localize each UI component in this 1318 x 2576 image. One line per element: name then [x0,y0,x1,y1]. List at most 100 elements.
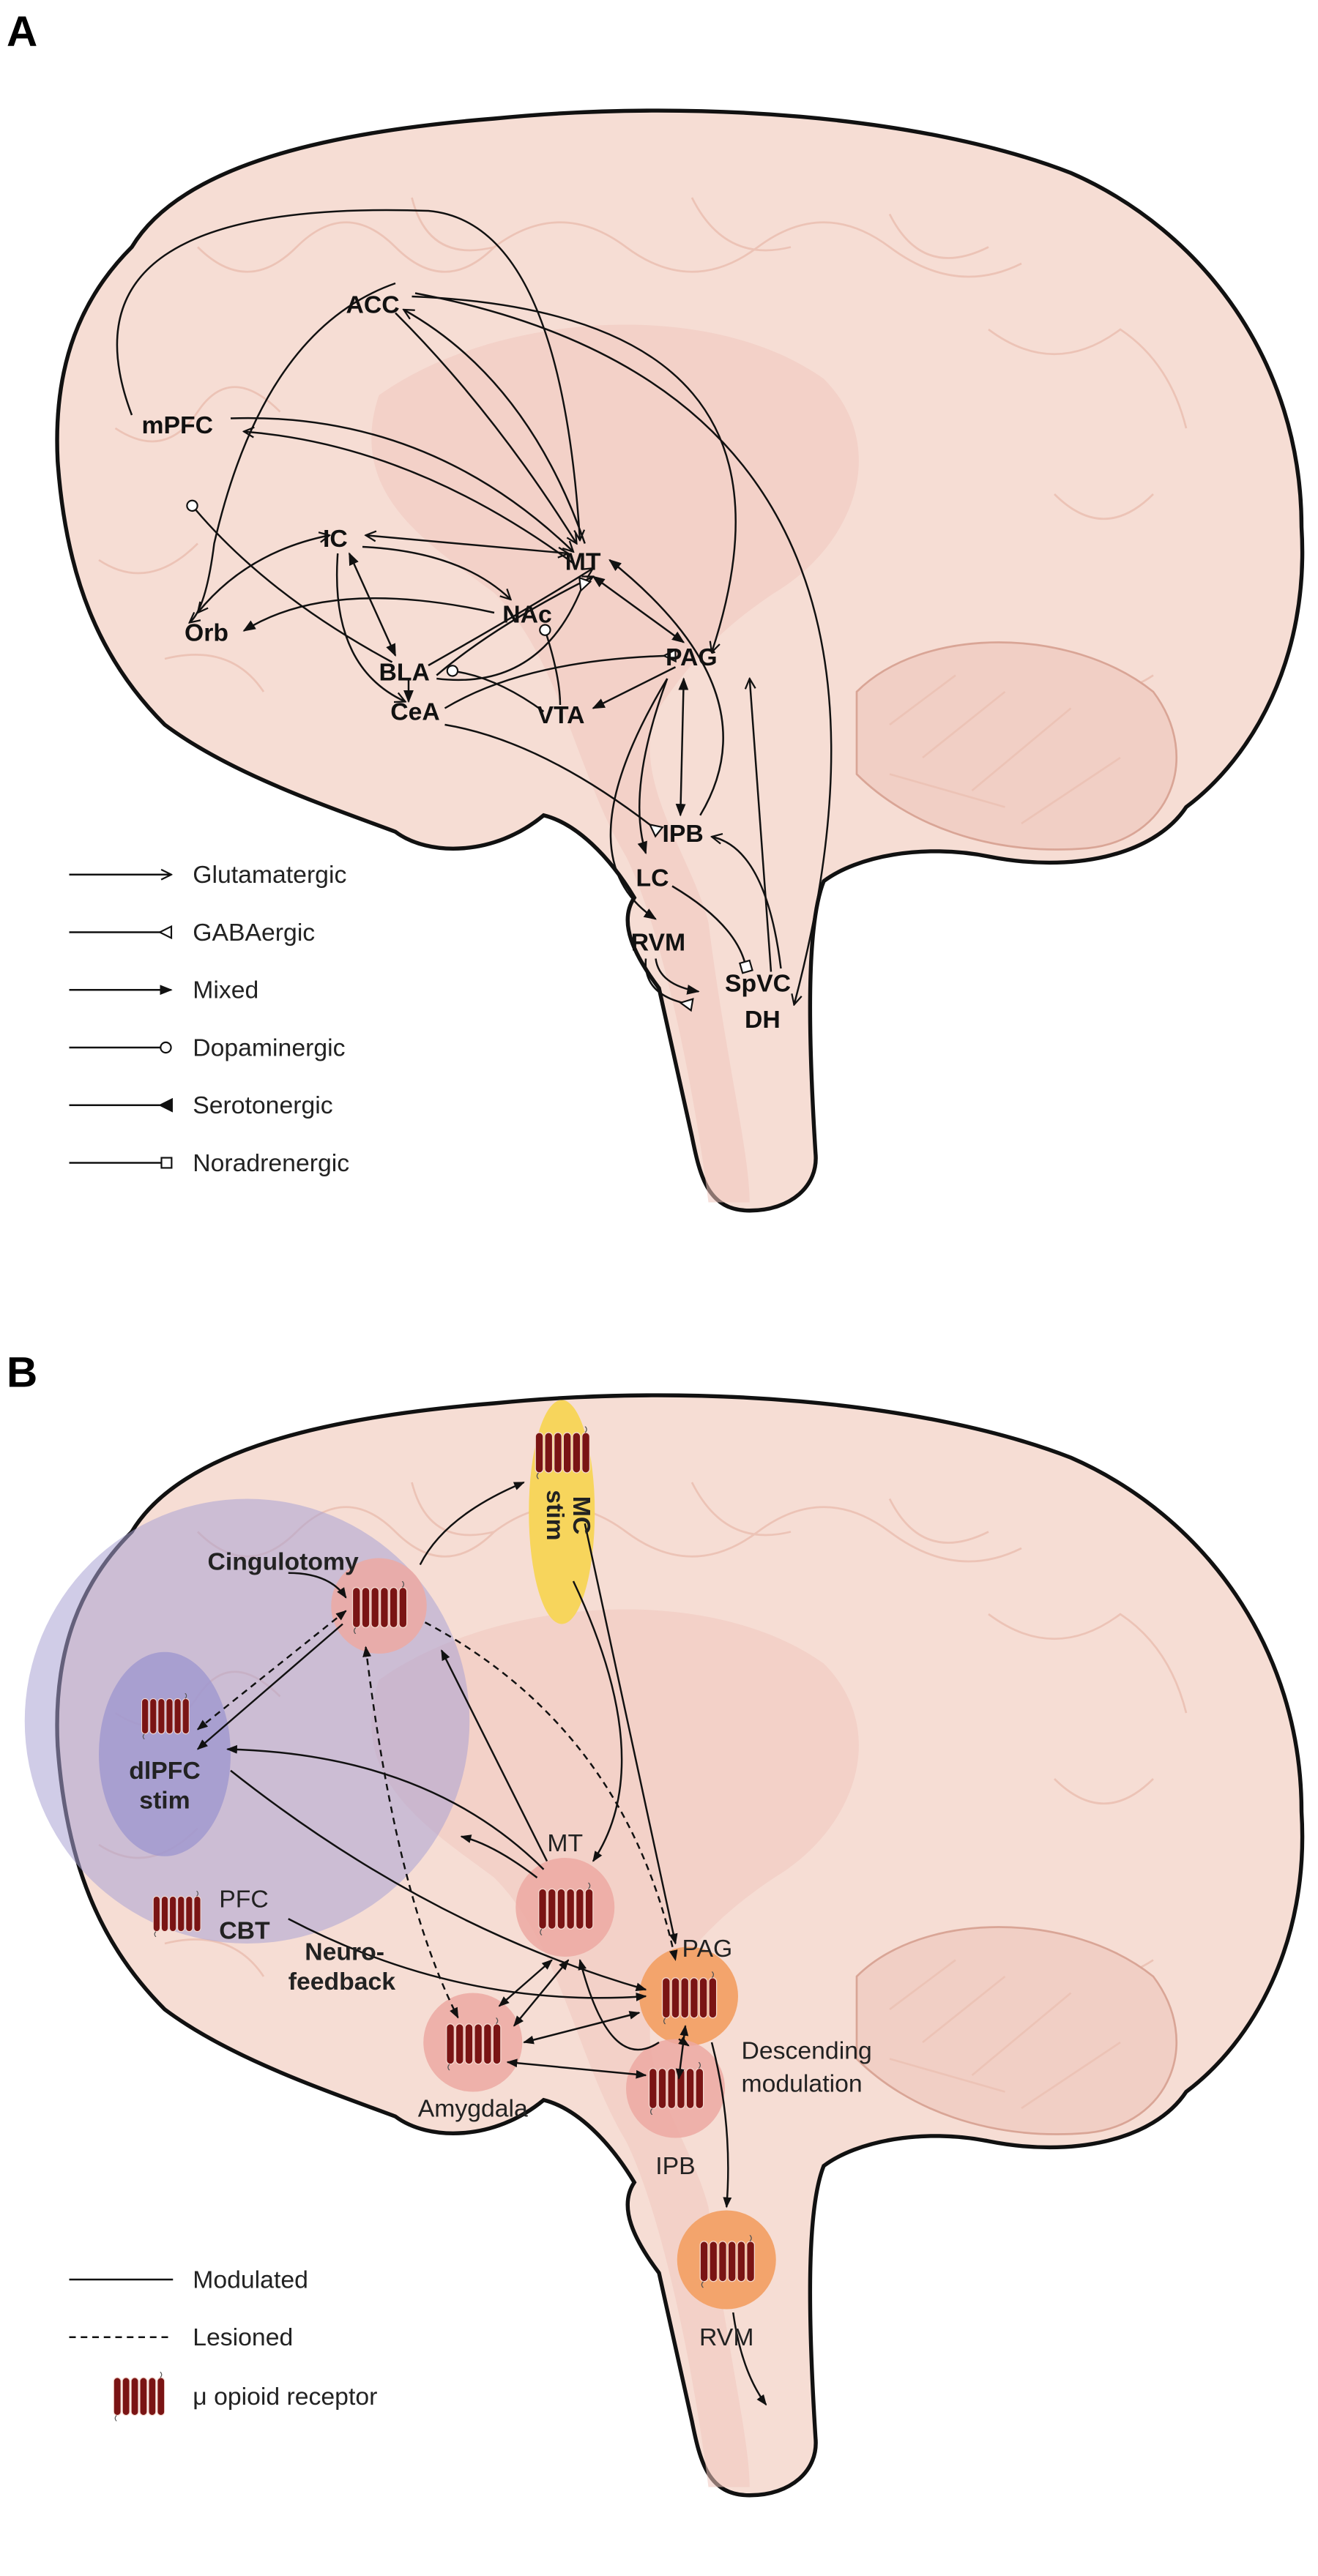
node-labels: ACC mPFC IC MT Orb NAc BLA PAG CeA VTA I… [142,291,792,1034]
node-orb: Orb [185,619,228,646]
node-mt: MT [565,548,601,576]
legend-noradrenergic: Noradrenergic [193,1149,349,1177]
panel-a: A [7,8,1303,1211]
pag-label: PAG [682,1935,733,1963]
node-cea: CeA [390,698,440,725]
acc-to-mc-arrow [419,1481,525,1566]
node-spvc: SpVC [725,970,791,998]
node-vta: VTA [537,701,585,729]
legend-a: Glutamatergic GABAergic Mixed Dopaminerg… [69,861,349,1177]
dlpfc-stim-region [99,1651,231,1856]
connections-b [196,1481,767,2406]
node-ipb: IPB [663,820,704,848]
legend-gabaergic: GABAergic [193,919,315,947]
pag-to-rvm [609,678,669,920]
node-bla: BLA [379,658,430,686]
bla-vta-dopamine [446,665,545,712]
mt-pag [592,575,685,643]
bla-to-nac [428,568,593,667]
mt-label: MT [547,1829,583,1857]
cbt-label: CBT [219,1916,270,1944]
ipb-label: IPB [655,2152,695,2180]
legend-modulated: Modulated [193,2266,308,2293]
mc-to-mt [572,1580,623,1862]
rvm-to-spvc [655,958,700,995]
legend-mu-opioid-receptor-icon [113,2372,165,2422]
acc-to-pag [412,295,737,652]
node-dh: DH [745,1006,781,1034]
cea-ipb-gaba [444,723,660,832]
mt-to-dlpfc [226,1744,545,1870]
acc-dlpfc-lesioned [196,1610,347,1731]
neurofeedback-label-2: feedback [288,1968,396,1996]
descending-label-2: modulation [742,2070,863,2098]
rvm-label: RVM [699,2323,753,2351]
node-mpfc: mPFC [142,411,214,439]
panel-b: B [7,1349,1303,2495]
acc-to-pag-lesioned [424,1621,678,1961]
legend-serotonergic: Serotonergic [193,1091,332,1119]
acc-to-spvc [414,292,833,1005]
pfc-label: PFC [219,1886,269,1914]
connections [116,209,833,1005]
acc-to-mt [395,312,577,544]
ic-to-cea [335,553,405,702]
mpfc-to-mt [230,417,573,552]
orb-ic [198,535,330,613]
dlpfc-label-1: dlPFC [129,1757,201,1785]
bla-to-mt [436,577,593,676]
mt-to-acc [403,310,586,544]
cbt-to-pag [288,1918,647,2001]
legend-glutamatergic: Glutamatergic [193,861,346,889]
node-nac: NAc [502,601,552,629]
amygdala-ipb [506,2058,647,2079]
mc-to-pag [584,1523,678,1945]
node-acc: ACC [346,291,400,319]
legend-dopaminergic: Dopaminergic [193,1034,345,1061]
mt-to-acc [440,1649,548,1862]
cea-pag-gaba [444,656,676,709]
node-lc: LC [636,865,669,892]
mt-to-pfc [460,1834,538,1878]
rvm-to-spinal-cord [732,2312,767,2406]
neurofeedback-label-1: Neuro- [305,1938,384,1966]
vta-nac-dopamine [539,624,562,706]
ic-to-nac [362,545,511,600]
dh-to-ipb [712,837,782,969]
node-rvm: RVM [631,928,685,956]
node-pag: PAG [666,643,718,671]
legend-lesioned: Lesioned [193,2323,293,2351]
dlpfc-label-2: stim [139,1787,190,1815]
mc-stim-label-1: MC [567,1496,595,1534]
node-ic: IC [323,525,348,553]
ipb-to-mt [578,1959,660,2051]
amygdala-pag [523,2011,641,2045]
legend-mixed: Mixed [193,977,258,1004]
amygdala-label: Amygdala [418,2094,528,2122]
ic-mt [366,535,569,553]
mpfc-to-mt-loop [116,209,580,540]
cingulotomy-label: Cingulotomy [208,1548,359,1575]
cingulotomy-arrow [288,1572,347,1599]
nac-to-orb [242,597,495,632]
pag-to-lc [637,678,669,855]
panel-a-label: A [7,8,37,56]
labels-b: Cingulotomy MC stim dlPFC stim PFC CBT N… [129,1490,872,2351]
descending-label-1: Descending [742,2037,872,2065]
mc-stim-label-2: stim [541,1490,569,1540]
panel-b-label: B [7,1349,37,1397]
rvm-to-spvc-gaba [644,958,692,1005]
ipb-to-mt [608,559,724,816]
legend-b: Modulated Lesioned μ opioid receptor [69,2266,377,2422]
pag-ipb [675,677,689,817]
pag-to-rvm [710,2042,732,2209]
pag-to-vta [592,666,677,709]
vta-mt-gaba [436,580,585,682]
acc-amygdala-lesioned [362,1646,459,2019]
legend-mu-opioid-receptor: μ opioid receptor [193,2383,377,2411]
ic-bla [348,552,397,657]
spvc-to-pag [750,679,772,972]
acc-to-dlpfc [196,1623,343,1750]
lc-to-spvc [671,885,753,974]
